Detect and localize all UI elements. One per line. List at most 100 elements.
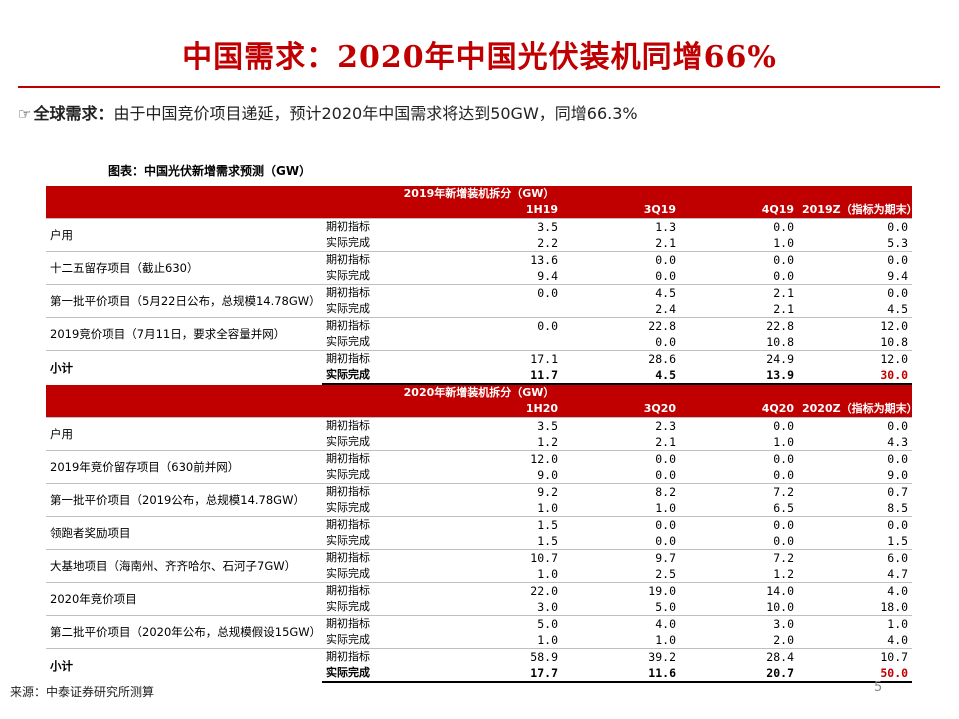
value-cell: 5.0 [442, 615, 562, 632]
table-row: 领跑者奖励项目 期初指标 1.5 0.0 0.0 0.0 [46, 516, 913, 550]
subtitle-text: 由于中国竞价项目递延，预计2020年中国需求将达到50GW，同增66.3% [113, 104, 638, 123]
title-divider [18, 86, 940, 88]
value-cell: 1.2 [773, 567, 794, 581]
metric-type: 期初指标 [322, 317, 442, 334]
table-row: 实际完成 1.5 0.0 0.0 1.5 [46, 533, 912, 550]
value-cell: 1.0 [655, 633, 676, 647]
column-header: 4Q20 [680, 401, 798, 418]
value-cell: 10.7 [798, 648, 913, 665]
project-name: 第一批平价项目（5月22日公布，总规模14.78GW） [46, 284, 322, 318]
column-header-spacer [322, 401, 442, 418]
value-cell: 0.0 [655, 534, 676, 548]
value-cell: 0.0 [798, 450, 913, 467]
project-name: 第一批平价项目（2019公布，总规模14.78GW） [46, 483, 322, 517]
value-cell: 13.9 [680, 367, 798, 385]
value-cell: 17.1 [442, 350, 562, 367]
value-cell: 9.4 [537, 269, 558, 283]
value-cell: 30.0 [798, 367, 913, 385]
subtotal-row: 小计 期初指标 58.9 39.2 28.4 10.7 [46, 648, 913, 682]
table-caption: 图表：中国光伏新增需求预测（GW） [108, 164, 312, 178]
value-cell: 2.3 [562, 417, 680, 434]
value-cell: 10.8 [766, 335, 794, 349]
value-cell: 10.7 [442, 549, 562, 566]
value-cell: 0.0 [798, 516, 913, 533]
value-cell: 4.0 [798, 582, 913, 599]
column-header: 3Q20 [562, 401, 680, 418]
value-cell: 9.7 [562, 549, 680, 566]
value-cell: 0.0 [798, 417, 913, 434]
column-header: 1H20 [442, 401, 562, 418]
metric-type: 实际完成 [326, 468, 370, 481]
column-header-spacer [46, 202, 322, 219]
value-cell: 19.0 [562, 582, 680, 599]
metric-type: 实际完成 [326, 567, 370, 580]
value-cell: 12.0 [798, 350, 913, 367]
table-row: 实际完成 3.0 5.0 10.0 18.0 [46, 599, 912, 616]
table-row: 2019年竞价留存项目（630前并网） 期初指标 12.0 0.0 0.0 0.0 [46, 450, 913, 484]
subtotal-row: 实际完成 17.7 11.6 20.7 50.0 [46, 665, 913, 683]
subtotal-row: 实际完成 11.7 4.5 13.9 30.0 [46, 367, 913, 385]
metric-type: 期初指标 [322, 450, 442, 467]
value-cell: 4.0 [562, 615, 680, 632]
value-cell: 0.0 [773, 269, 794, 283]
section-header: 2020年新增装机拆分（GW） [46, 384, 913, 401]
value-cell: 0.0 [773, 468, 794, 482]
value-cell: 28.4 [680, 648, 798, 665]
value-cell: 22.8 [562, 317, 680, 334]
value-cell: 1.0 [537, 567, 558, 581]
value-cell: 1.2 [537, 435, 558, 449]
pointing-hand-icon: ☞ [18, 105, 32, 123]
value-cell: 9.0 [537, 468, 558, 482]
value-cell: 10.8 [880, 335, 909, 349]
table-row: 实际完成 9.0 0.0 0.0 9.0 [46, 467, 912, 484]
table-row: 实际完成 9.4 0.0 0.0 9.4 [46, 268, 912, 285]
project-name: 2019竞价项目（7月11日，要求全容量并网） [46, 317, 322, 351]
value-cell: 1.5 [887, 534, 909, 548]
value-cell: 20.7 [680, 665, 798, 683]
value-cell: 0.0 [798, 251, 913, 268]
value-cell: 10.0 [766, 600, 794, 614]
value-cell: 0.0 [798, 284, 913, 301]
table-row: 十二五留存项目（截止630） 期初指标 13.6 0.0 0.0 0.0 [46, 251, 913, 285]
value-cell: 18.0 [880, 600, 909, 614]
value-cell: 0.0 [680, 251, 798, 268]
column-header: 2019Z（指标为期末） [798, 202, 913, 219]
value-cell: 2.2 [537, 236, 558, 250]
project-name: 户用 [46, 417, 322, 451]
value-cell: 7.2 [680, 483, 798, 500]
value-cell: 3.5 [442, 218, 562, 235]
section-header: 2019年新增装机拆分（GW） [46, 186, 913, 202]
value-cell: 1.0 [537, 633, 558, 647]
table-row: 户用 期初指标 3.5 2.3 0.0 0.0 [46, 417, 913, 451]
column-header-row: 1H20 3Q20 4Q20 2020Z（指标为期末） [46, 401, 913, 418]
value-cell: 9.0 [887, 468, 909, 482]
value-cell: 39.2 [562, 648, 680, 665]
project-name: 户用 [46, 218, 322, 252]
value-cell: 8.5 [887, 501, 909, 515]
value-cell: 22.8 [680, 317, 798, 334]
value-cell: 1.0 [773, 435, 794, 449]
value-cell: 4.3 [887, 435, 909, 449]
value-cell: 0.0 [655, 335, 676, 349]
value-cell [442, 301, 562, 318]
table-row: 第一批平价项目（2019公布，总规模14.78GW） 期初指标 9.2 8.2 7.2 0… [46, 483, 913, 517]
value-cell: 5.3 [887, 236, 909, 250]
value-cell: 12.0 [798, 317, 913, 334]
value-cell: 11.6 [562, 665, 680, 683]
page-number: 5 [874, 680, 883, 695]
value-cell: 1.0 [537, 501, 558, 515]
subtotal-label: 小计 [46, 648, 322, 682]
metric-type: 期初指标 [322, 350, 442, 367]
value-cell: 6.0 [798, 549, 913, 566]
metric-type: 期初指标 [322, 251, 442, 268]
subtotal-label: 小计 [46, 350, 322, 384]
value-cell: 22.0 [442, 582, 562, 599]
value-cell: 7.2 [680, 549, 798, 566]
metric-type: 实际完成 [326, 534, 370, 547]
value-cell: 0.0 [562, 251, 680, 268]
subtotal-row: 小计 期初指标 17.1 28.6 24.9 12.0 [46, 350, 913, 384]
metric-type: 期初指标 [322, 615, 442, 632]
metric-type: 实际完成 [326, 633, 370, 646]
metric-type: 实际完成 [326, 236, 370, 249]
value-cell: 3.0 [537, 600, 558, 614]
